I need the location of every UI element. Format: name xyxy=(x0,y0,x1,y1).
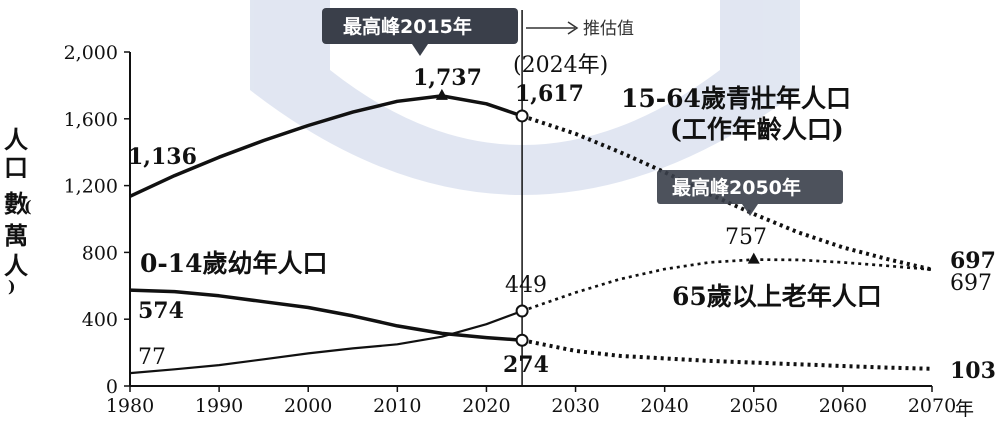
svg-text:數: 數 xyxy=(4,189,28,218)
x-tick-label-5: 2030 xyxy=(551,395,599,417)
y-tick-label-3: 1,200 xyxy=(64,176,118,198)
svg-text:人: 人 xyxy=(4,125,28,154)
x-tick-label-8: 2060 xyxy=(819,395,867,417)
series-markers xyxy=(435,88,760,347)
x-tick-label-4: 2020 xyxy=(462,395,510,417)
svg-text:萬: 萬 xyxy=(4,221,28,250)
peak-2015-text: 最高峰2015年 xyxy=(343,15,472,38)
x-axis-unit: 年 xyxy=(955,398,974,420)
label-working-peak: 1,737 xyxy=(413,65,482,91)
y-tick-label-5: 2,000 xyxy=(64,42,118,64)
peak-2050-badge: 最高峰2050年 xyxy=(657,170,843,216)
elderly-series-label: 65歲以上老年人口 xyxy=(672,282,882,311)
peak-2050-text: 最高峰2050年 xyxy=(672,176,801,199)
svg-text:(: ( xyxy=(24,197,32,216)
working-age-line-historical xyxy=(129,94,523,198)
youth-line-projected xyxy=(521,338,933,371)
label-elderly-1980: 77 xyxy=(138,345,166,370)
youth-2024-marker xyxy=(515,333,529,347)
x-tick-label-0: 1980 xyxy=(106,395,154,417)
label-youth-2024: 274 xyxy=(503,352,549,378)
elderly-line-projected xyxy=(521,258,933,313)
working-age-2024-marker xyxy=(515,109,529,123)
label-youth-2070: 103 xyxy=(950,358,996,384)
label-elderly-2024: 449 xyxy=(505,273,547,298)
series-lines xyxy=(129,94,933,375)
label-youth-1980: 574 xyxy=(138,298,184,324)
label-working-1980: 1,136 xyxy=(128,144,197,170)
x-tick-label-6: 2040 xyxy=(640,395,688,417)
y-ticks: 0 400 800 1,200 1,600 2,000 xyxy=(64,42,130,398)
working-age-series-subtitle: (工作年齡人口) xyxy=(670,115,844,144)
working-age-series-label: 15-64歲青壯年人口 xyxy=(621,84,851,113)
x-tick-label-2: 2000 xyxy=(284,395,332,417)
x-tick-label-9: 2070 xyxy=(908,395,956,417)
label-working-2070: 697 xyxy=(950,248,996,274)
y-axis-title: 人 口 數 ( 萬 人 ) xyxy=(4,125,32,296)
elderly-line-historical xyxy=(129,309,523,375)
elderly-2024-marker xyxy=(515,304,529,318)
y-tick-label-0: 0 xyxy=(106,376,118,398)
x-ticks: 1980 1990 2000 2010 2020 2030 2040 2050 2060 2070 xyxy=(106,386,956,417)
projection-year-label: (2024年) xyxy=(513,53,608,78)
label-working-2024: 1,617 xyxy=(515,81,584,107)
label-elderly-2070: 697 xyxy=(950,271,992,296)
projection-note: 推估值 xyxy=(526,19,634,39)
y-tick-label-1: 400 xyxy=(82,309,118,331)
peak-2015-badge: 最高峰2015年 xyxy=(322,8,518,56)
youth-series-label: 0-14歲幼年人口 xyxy=(140,249,328,278)
x-tick-label-7: 2050 xyxy=(730,395,778,417)
working-age-peak-marker xyxy=(435,88,448,100)
svg-text:人: 人 xyxy=(4,251,28,280)
y-tick-label-4: 1,600 xyxy=(64,109,118,131)
svg-text:): ) xyxy=(8,277,16,296)
svg-text:口: 口 xyxy=(4,153,28,182)
projection-note-text: 推估值 xyxy=(583,19,634,39)
y-tick-label-2: 800 xyxy=(82,242,118,264)
label-elderly-peak: 757 xyxy=(725,225,767,250)
elderly-peak-marker xyxy=(747,252,760,264)
x-tick-label-1: 1990 xyxy=(195,395,243,417)
x-tick-label-3: 2010 xyxy=(373,395,421,417)
youth-line-historical xyxy=(129,288,523,342)
